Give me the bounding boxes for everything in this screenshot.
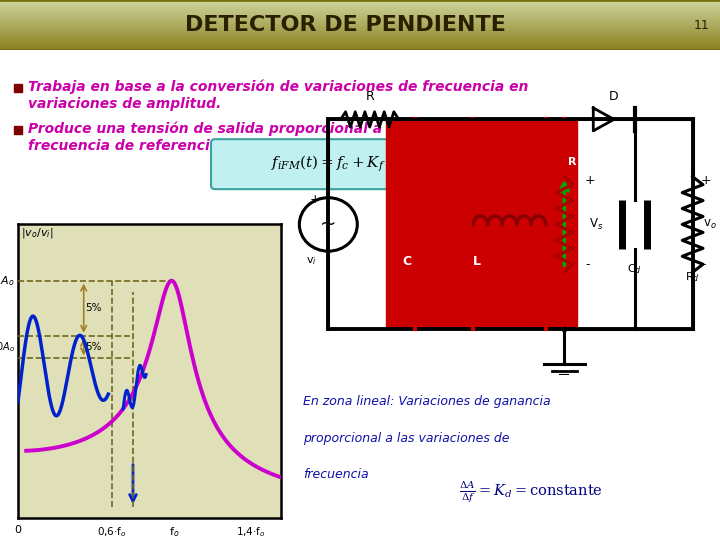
Text: Produce una tensión de salida proporcional a la diferencia entre una: Produce una tensión de salida proporcion… (28, 122, 565, 137)
Text: -: - (585, 258, 590, 272)
Text: $f_{iFM}(t)=f_c+K_f\,V_m\,sen\,\omega_m t$: $f_{iFM}(t)=f_c+K_f\,V_m\,sen\,\omega_m … (271, 154, 469, 174)
Text: R: R (365, 90, 374, 103)
Bar (386, 119, 577, 329)
Text: V$_s$: V$_s$ (589, 217, 603, 232)
Text: f$_o$: f$_o$ (168, 525, 179, 539)
Text: En zona lineal: Variaciones de ganancia: En zona lineal: Variaciones de ganancia (303, 395, 551, 408)
Text: D: D (609, 90, 618, 103)
Text: 5%: 5% (86, 303, 102, 313)
Text: $\frac{\Delta A}{\Delta f} = K_d = \mathrm{constante}$: $\frac{\Delta A}{\Delta f} = K_d = \math… (459, 480, 603, 505)
Text: DETECTOR DE PENDIENTE: DETECTOR DE PENDIENTE (185, 15, 506, 35)
Text: L: L (473, 254, 482, 267)
Text: R: R (569, 157, 577, 167)
Bar (328, 119, 693, 329)
Text: +: + (585, 174, 595, 187)
Text: v$_i$: v$_i$ (305, 255, 316, 267)
Text: R$_d$: R$_d$ (685, 270, 700, 284)
Text: frecuencia: frecuencia (303, 468, 369, 481)
Text: Trabaja en base a la conversión de variaciones de frecuencia en: Trabaja en base a la conversión de varia… (28, 80, 528, 94)
Text: C$_d$: C$_d$ (627, 262, 642, 276)
FancyBboxPatch shape (211, 139, 529, 189)
Text: variaciones de amplitud.: variaciones de amplitud. (28, 97, 221, 111)
Text: +: + (310, 193, 320, 206)
Text: 0,70$A_o$: 0,70$A_o$ (0, 340, 14, 354)
Text: 0,6·f$_o$: 0,6·f$_o$ (96, 525, 127, 539)
Text: -: - (701, 258, 706, 272)
Text: proporcional a las variaciones de: proporcional a las variaciones de (303, 432, 510, 445)
Text: 1,4·f$_o$: 1,4·f$_o$ (236, 525, 266, 539)
Text: 5%: 5% (86, 342, 102, 352)
Text: 0: 0 (14, 525, 22, 535)
Text: ~: ~ (320, 215, 336, 234)
Bar (14, 84, 22, 92)
Text: $|v_o/v_i|$: $|v_o/v_i|$ (22, 226, 54, 240)
Text: frecuencia de referencia y la frecuencia de la señal de entrada.: frecuencia de referencia y la frecuencia… (28, 139, 524, 153)
Text: C: C (402, 254, 412, 267)
Text: v$_o$: v$_o$ (703, 218, 716, 231)
Text: $A_o$: $A_o$ (0, 274, 14, 288)
Text: +: + (701, 174, 711, 187)
Bar (14, 126, 22, 134)
Text: 11: 11 (693, 18, 709, 32)
